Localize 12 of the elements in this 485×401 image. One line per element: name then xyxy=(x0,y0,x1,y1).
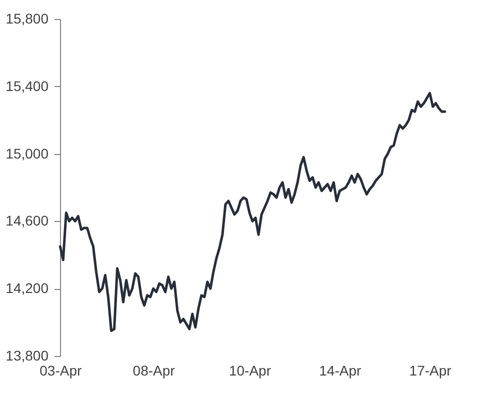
x-tick-label: 03-Apr xyxy=(40,362,82,378)
y-tick-label: 15,000 xyxy=(6,145,49,162)
y-tick-label: 14,200 xyxy=(6,280,49,296)
x-tick-label: 08-Apr xyxy=(132,362,176,378)
y-tick-label: 14,600 xyxy=(6,212,49,229)
line-series xyxy=(58,92,446,332)
y-tick-label: 15,400 xyxy=(6,78,49,94)
x-tick-label: 14-Apr xyxy=(319,362,362,378)
x-tick-label: 17-Apr xyxy=(409,362,452,378)
y-tick-label: 15,800 xyxy=(6,10,49,26)
y-tick-label: 13,800 xyxy=(6,348,49,364)
x-tick-label: 10-Apr xyxy=(228,362,272,378)
